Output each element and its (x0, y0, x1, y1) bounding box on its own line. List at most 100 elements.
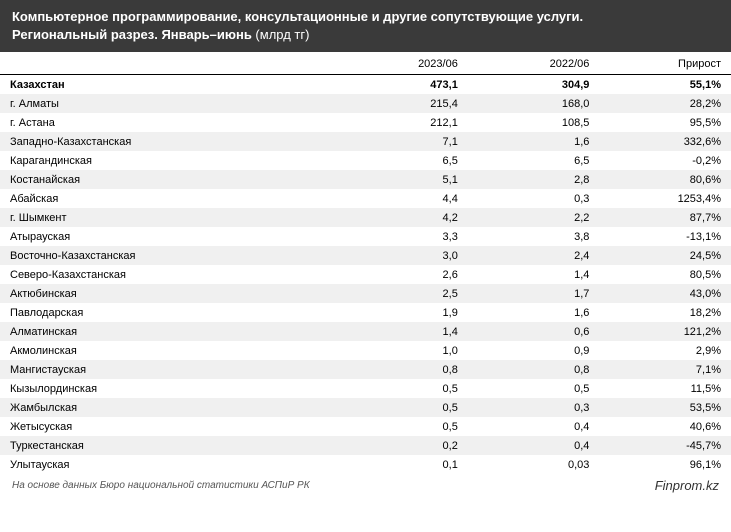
value-2023: 3,0 (336, 246, 468, 265)
value-2022: 0,4 (468, 436, 600, 455)
table-row: Жамбылская0,50,353,5% (0, 398, 731, 417)
value-2023: 0,5 (336, 398, 468, 417)
value-2022: 3,8 (468, 227, 600, 246)
source-text: На основе данных Бюро национальной стати… (12, 480, 310, 491)
table-row: Жетысуская0,50,440,6% (0, 417, 731, 436)
value-2022: 1,6 (468, 132, 600, 151)
region-name: г. Астана (0, 113, 336, 132)
region-name: Западно-Казахстанская (0, 132, 336, 151)
value-2023: 0,2 (336, 436, 468, 455)
region-name: Костанайская (0, 170, 336, 189)
table-row: Абайская4,40,31253,4% (0, 189, 731, 208)
value-2022: 0,3 (468, 398, 600, 417)
value-2022: 0,3 (468, 189, 600, 208)
value-2023: 0,1 (336, 455, 468, 474)
region-name: Туркестанская (0, 436, 336, 455)
value-2023: 0,5 (336, 379, 468, 398)
value-2023: 1,9 (336, 303, 468, 322)
value-2022: 0,5 (468, 379, 600, 398)
title-line2-prefix: Региональный разрез. Январь–июнь (12, 27, 255, 42)
value-growth: -13,1% (599, 227, 731, 246)
value-growth: 55,1% (599, 75, 731, 95)
value-growth: 40,6% (599, 417, 731, 436)
value-2023: 215,4 (336, 94, 468, 113)
table-row: Казахстан473,1304,955,1% (0, 75, 731, 95)
value-2022: 0,03 (468, 455, 600, 474)
table-row: г. Астана212,1108,595,5% (0, 113, 731, 132)
value-2022: 2,4 (468, 246, 600, 265)
table-row: Костанайская5,12,880,6% (0, 170, 731, 189)
region-name: Павлодарская (0, 303, 336, 322)
table-row: Северо-Казахстанская2,61,480,5% (0, 265, 731, 284)
region-name: Мангистауская (0, 360, 336, 379)
table-row: Павлодарская1,91,618,2% (0, 303, 731, 322)
value-2023: 4,2 (336, 208, 468, 227)
value-growth: 7,1% (599, 360, 731, 379)
table-row: г. Алматы215,4168,028,2% (0, 94, 731, 113)
region-name: г. Шымкент (0, 208, 336, 227)
region-name: Жамбылская (0, 398, 336, 417)
value-2022: 304,9 (468, 75, 600, 95)
value-2023: 0,8 (336, 360, 468, 379)
region-name: Северо-Казахстанская (0, 265, 336, 284)
region-name: Улытауская (0, 455, 336, 474)
region-name: Восточно-Казахстанская (0, 246, 336, 265)
data-table: 2023/06 2022/06 Прирост Казахстан473,130… (0, 52, 731, 474)
table-footer: На основе данных Бюро национальной стати… (0, 474, 731, 499)
table-row: г. Шымкент4,22,287,7% (0, 208, 731, 227)
value-2023: 0,5 (336, 417, 468, 436)
table-row: Кызылординская0,50,511,5% (0, 379, 731, 398)
region-name: Карагандинская (0, 151, 336, 170)
col-header-growth: Прирост (599, 52, 731, 75)
value-growth: 53,5% (599, 398, 731, 417)
table-row: Акмолинская1,00,92,9% (0, 341, 731, 360)
table-row: Алматинская1,40,6121,2% (0, 322, 731, 341)
table-row: Улытауская0,10,0396,1% (0, 455, 731, 474)
value-growth: -0,2% (599, 151, 731, 170)
value-growth: 11,5% (599, 379, 731, 398)
value-2023: 2,6 (336, 265, 468, 284)
col-header-2023: 2023/06 (336, 52, 468, 75)
value-2022: 0,9 (468, 341, 600, 360)
value-2023: 3,3 (336, 227, 468, 246)
value-2023: 473,1 (336, 75, 468, 95)
table-header-row: 2023/06 2022/06 Прирост (0, 52, 731, 75)
table-row: Восточно-Казахстанская3,02,424,5% (0, 246, 731, 265)
region-name: Жетысуская (0, 417, 336, 436)
value-growth: 24,5% (599, 246, 731, 265)
region-name: г. Алматы (0, 94, 336, 113)
value-growth: -45,7% (599, 436, 731, 455)
region-name: Кызылординская (0, 379, 336, 398)
value-2023: 1,4 (336, 322, 468, 341)
region-name: Алматинская (0, 322, 336, 341)
value-growth: 80,5% (599, 265, 731, 284)
value-2022: 1,6 (468, 303, 600, 322)
region-name: Атырауская (0, 227, 336, 246)
value-2022: 1,4 (468, 265, 600, 284)
value-growth: 80,6% (599, 170, 731, 189)
col-header-2022: 2022/06 (468, 52, 600, 75)
value-2022: 2,2 (468, 208, 600, 227)
value-2023: 7,1 (336, 132, 468, 151)
value-2023: 5,1 (336, 170, 468, 189)
region-name: Абайская (0, 189, 336, 208)
value-2022: 0,8 (468, 360, 600, 379)
value-2022: 6,5 (468, 151, 600, 170)
value-2023: 1,0 (336, 341, 468, 360)
title-line2: Региональный разрез. Январь–июнь (млрд т… (12, 26, 719, 44)
value-growth: 96,1% (599, 455, 731, 474)
value-growth: 95,5% (599, 113, 731, 132)
value-growth: 43,0% (599, 284, 731, 303)
value-2023: 6,5 (336, 151, 468, 170)
table-row: Атырауская3,33,8-13,1% (0, 227, 731, 246)
title-line2-unit: (млрд тг) (255, 27, 309, 42)
brand-text: Finprom.kz (655, 478, 719, 493)
value-growth: 332,6% (599, 132, 731, 151)
value-growth: 18,2% (599, 303, 731, 322)
value-growth: 87,7% (599, 208, 731, 227)
table-header: Компьютерное программирование, консульта… (0, 0, 731, 52)
value-2023: 212,1 (336, 113, 468, 132)
table-row: Туркестанская0,20,4-45,7% (0, 436, 731, 455)
value-growth: 1253,4% (599, 189, 731, 208)
region-name: Актюбинская (0, 284, 336, 303)
